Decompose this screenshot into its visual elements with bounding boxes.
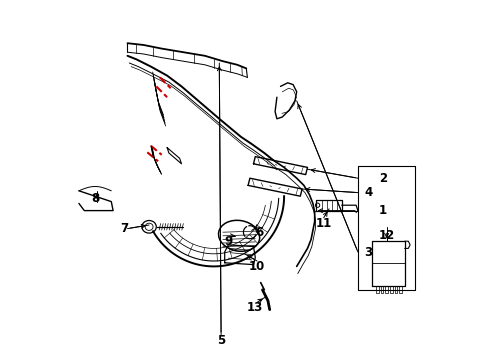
Text: 4: 4 [364,186,372,199]
Text: 10: 10 [248,260,264,273]
Text: 5: 5 [217,334,225,347]
Text: 3: 3 [364,246,372,258]
Text: 11: 11 [315,217,331,230]
Text: 13: 13 [246,301,263,314]
Text: 9: 9 [224,235,232,248]
Text: 2: 2 [378,172,386,185]
Text: 8: 8 [91,192,99,204]
Text: 7: 7 [120,222,128,235]
Text: 12: 12 [378,229,394,242]
Text: 1: 1 [378,204,386,217]
Text: 6: 6 [254,226,263,239]
